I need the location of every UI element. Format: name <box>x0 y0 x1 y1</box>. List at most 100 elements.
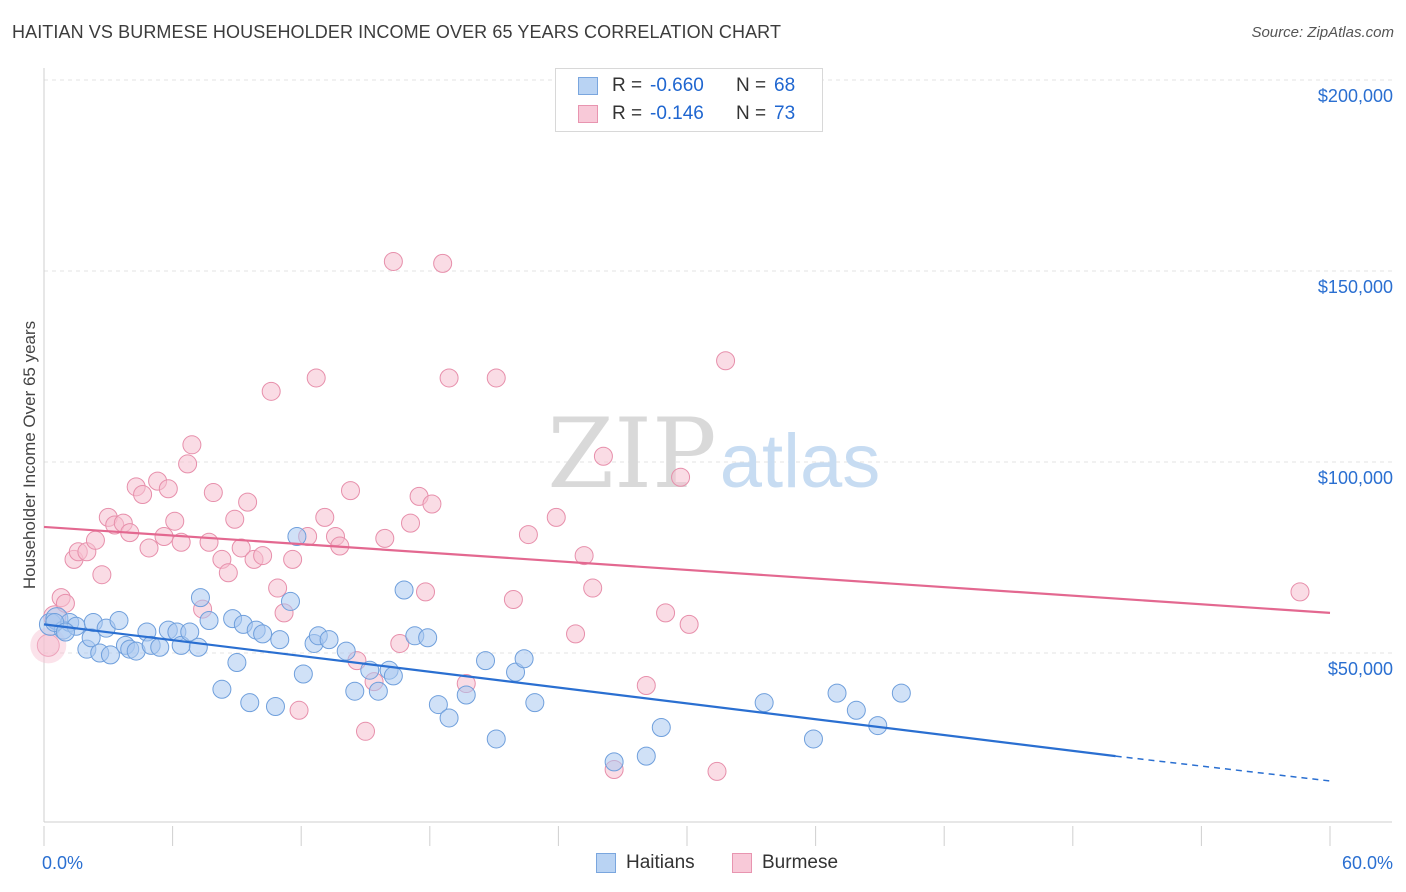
r-label: R = <box>612 75 643 96</box>
burmese-point <box>546 507 566 527</box>
burmese-point <box>390 633 410 653</box>
haitians-point <box>636 746 656 766</box>
haitians-point <box>227 653 247 673</box>
burmese-point <box>433 253 453 273</box>
burmese-point <box>315 507 335 527</box>
burmese-swatch <box>578 105 598 123</box>
burmese-point <box>139 538 159 558</box>
haitians-point <box>803 729 823 749</box>
haitians-point <box>486 729 506 749</box>
burmese-point <box>289 700 309 720</box>
haitians-point <box>336 641 356 661</box>
legend-item-haitians[interactable]: Haitians <box>596 852 695 874</box>
haitians-point <box>514 649 534 669</box>
burmese-point <box>238 492 258 512</box>
haitians-point <box>394 580 414 600</box>
haitians-legend-swatch <box>596 853 616 873</box>
burmese-point <box>203 483 223 503</box>
r-label: R = <box>612 103 643 124</box>
haitians-point <box>891 683 911 703</box>
haitians-point <box>280 591 300 611</box>
burmese-point <box>306 368 326 388</box>
y-tick-100000: $100,000 <box>1317 468 1393 488</box>
haitians-point <box>287 526 307 546</box>
burmese-point <box>716 351 736 371</box>
burmese-point <box>340 481 360 501</box>
trend-lines <box>43 525 1331 782</box>
haitians-point <box>754 693 774 713</box>
haitians-point <box>319 630 339 650</box>
burmese-point <box>656 603 676 623</box>
watermark: ZIP atlas <box>547 398 880 510</box>
n-value: 68 <box>774 75 796 96</box>
x-tick-max: 60.0% <box>1341 853 1393 873</box>
haitians-point <box>506 662 526 682</box>
burmese-point <box>636 675 656 695</box>
burmese-point <box>583 578 603 598</box>
burmese-point <box>261 381 281 401</box>
watermark-atlas: atlas <box>720 419 881 504</box>
burmese-point <box>383 251 403 271</box>
burmese-point <box>439 368 459 388</box>
burmese-points <box>30 251 1310 781</box>
r-value: -0.660 <box>650 75 704 96</box>
burmese-point <box>671 467 691 487</box>
haitians-point <box>368 681 388 701</box>
burmese-point <box>679 614 699 634</box>
burmese-point <box>707 761 727 781</box>
burmese-point <box>231 538 251 558</box>
y-tick-150000: $150,000 <box>1317 277 1393 297</box>
haitians-point <box>456 685 476 705</box>
haitians-point <box>253 624 273 644</box>
series-legend: Haitians Burmese <box>0 852 1406 878</box>
burmese-point <box>85 530 105 550</box>
burmese-point <box>158 479 178 499</box>
burmese-point <box>178 454 198 474</box>
correlation-legend: R = -0.660 N = 68 R = -0.146 N = 73 <box>555 68 823 132</box>
burmese-point <box>566 624 586 644</box>
haitians-point <box>190 588 210 608</box>
haitians-point <box>439 708 459 728</box>
burmese-point <box>253 546 273 566</box>
burmese-point <box>375 528 395 548</box>
haitians-point <box>476 651 496 671</box>
burmese-point <box>182 435 202 455</box>
y-tick-200000: $200,000 <box>1317 86 1393 106</box>
legend-row-haitians: R = -0.660 N = 68 <box>556 73 795 99</box>
haitians-point <box>150 637 170 657</box>
haitians-point <box>525 693 545 713</box>
n-value: 73 <box>774 103 796 124</box>
haitians-trend-extension <box>1115 755 1331 782</box>
haitians-point <box>270 630 290 650</box>
burmese-point <box>218 563 238 583</box>
burmese-point <box>518 525 538 545</box>
haitians-point <box>240 693 260 713</box>
haitians-point <box>180 622 200 642</box>
burmese-point <box>171 532 191 552</box>
haitians-point <box>827 683 847 703</box>
haitians-point <box>293 664 313 684</box>
haitians-point <box>265 696 285 716</box>
axes <box>43 68 1392 846</box>
legend-item-burmese[interactable]: Burmese <box>732 852 838 874</box>
burmese-legend-swatch <box>732 853 752 873</box>
burmese-point <box>283 549 303 569</box>
haitians-point <box>345 681 365 701</box>
haitians-point <box>418 628 438 648</box>
burmese-point <box>593 446 613 466</box>
haitians-point <box>100 645 120 665</box>
haitians-point <box>199 611 219 631</box>
haitians-point <box>188 637 208 657</box>
burmese-point <box>268 578 288 598</box>
watermark-zip: ZIP <box>547 398 716 510</box>
burmese-point <box>422 494 442 514</box>
burmese-point <box>199 532 219 552</box>
haitians-point <box>212 679 232 699</box>
haitians-point <box>651 717 671 737</box>
haitians-legend-label: Haitians <box>626 852 695 873</box>
burmese-point <box>1290 582 1310 602</box>
burmese-point <box>225 509 245 529</box>
source-label: Source: ZipAtlas.com <box>1251 24 1394 41</box>
burmese-point <box>574 546 594 566</box>
